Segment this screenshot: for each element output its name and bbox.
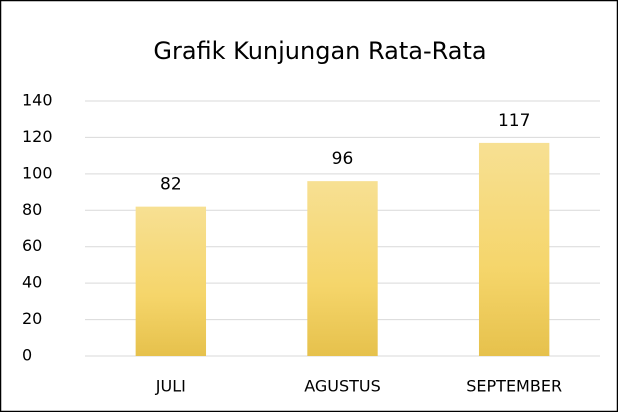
x-tick-label: AGUSTUS [304,377,381,396]
data-label: 82 [160,175,182,195]
y-tick-label: 80 [22,200,42,219]
y-tick-label: 20 [22,309,42,328]
data-label: 117 [498,111,530,131]
bar [307,181,378,356]
x-tick-label: JULI [155,377,186,396]
data-label: 96 [332,149,354,169]
bar [478,142,550,356]
x-tick-label: SEPTEMBER [466,377,562,396]
y-tick-label: 40 [22,273,42,292]
chart-title: Grafik Kunjungan Rata-Rata [153,37,486,65]
bar [135,206,207,356]
y-tick-label: 60 [22,236,42,255]
y-tick-label: 120 [22,127,53,146]
y-tick-label: 100 [22,163,53,182]
y-tick-label: 0 [22,346,32,365]
y-tick-label: 140 [22,91,53,110]
